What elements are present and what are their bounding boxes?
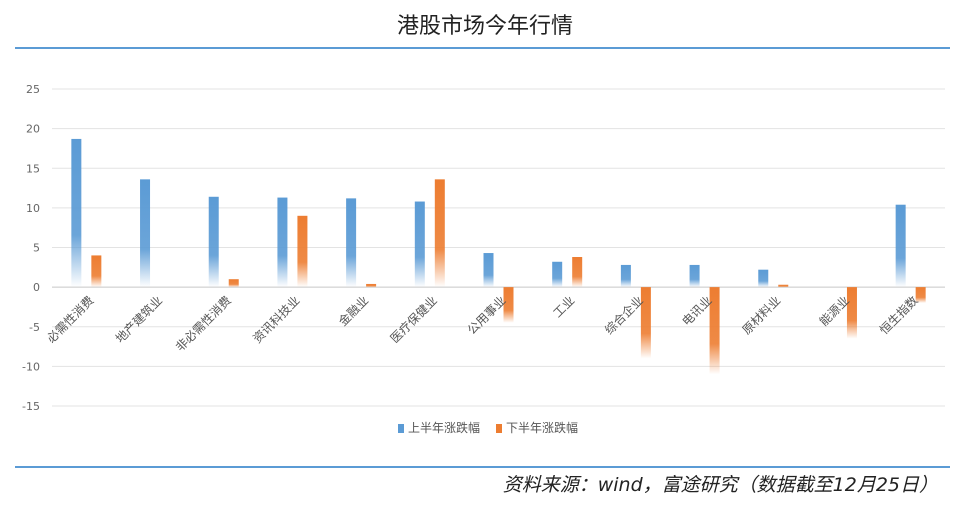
bar-second-half bbox=[91, 255, 102, 288]
x-category-label: 原材料业 bbox=[740, 293, 784, 337]
y-tick-label: 5 bbox=[33, 242, 40, 255]
legend-swatch bbox=[398, 424, 404, 433]
bar-second-half bbox=[778, 284, 789, 288]
x-category-label: 能源业 bbox=[817, 293, 852, 328]
bar-first-half bbox=[140, 179, 151, 288]
x-axis-labels: 必需性消费 地产建筑业 非必需性消费 资讯科技业 金融业 医疗保健业 公用事业 工业 综合企业电… bbox=[44, 293, 921, 355]
bar-first-half bbox=[689, 264, 700, 288]
chart-title: 港股市场今年行情 bbox=[396, 14, 573, 39]
bar-first-half bbox=[71, 138, 82, 288]
bottom-rule bbox=[15, 466, 950, 468]
bar-first-half bbox=[620, 264, 631, 288]
bar-second-half bbox=[640, 287, 651, 359]
y-tick-label: -15 bbox=[22, 400, 40, 413]
bar-second-half bbox=[503, 287, 514, 323]
x-category-label: 金融业 bbox=[335, 293, 371, 329]
x-category-label: 医疗保健业 bbox=[388, 293, 440, 345]
bar-second-half bbox=[572, 257, 583, 288]
legend-label: 下半年涨跌幅 bbox=[506, 420, 578, 435]
y-tick-label: 15 bbox=[26, 162, 40, 175]
bar-chart: 25 20 15 10 5 0 -5 -10 -15 必需性消费 地产建筑业 非必需性消费 资讯科技业… bbox=[22, 83, 945, 435]
bar-first-half bbox=[552, 261, 563, 288]
bar-first-half bbox=[483, 253, 494, 288]
y-tick-label: -10 bbox=[22, 360, 40, 373]
bar-first-half bbox=[758, 269, 769, 288]
bar-first-half bbox=[414, 201, 425, 288]
bars bbox=[71, 138, 926, 375]
legend: 上半年涨跌幅 下半年涨跌幅 bbox=[398, 420, 578, 435]
bar-first-half bbox=[346, 198, 357, 288]
x-category-label: 必需性消费 bbox=[44, 293, 96, 345]
y-tick-label: -5 bbox=[29, 321, 40, 334]
x-category-label: 公用事业 bbox=[465, 293, 509, 337]
legend-swatch bbox=[496, 424, 502, 433]
y-tick-label: 0 bbox=[33, 281, 40, 294]
y-tick-label: 20 bbox=[26, 123, 40, 136]
legend-label: 上半年涨跌幅 bbox=[408, 420, 480, 435]
bar-second-half bbox=[915, 287, 926, 303]
bar-first-half bbox=[895, 204, 906, 288]
x-category-label: 非必需性消费 bbox=[173, 293, 234, 354]
bar-second-half bbox=[846, 287, 857, 339]
x-category-label: 工业 bbox=[550, 293, 577, 320]
source-note: 资料来源：wind，富途研究（数据截至12月25日） bbox=[502, 474, 938, 496]
bar-first-half bbox=[208, 196, 219, 288]
bar-second-half bbox=[228, 279, 239, 288]
x-category-label: 地产建筑业 bbox=[112, 293, 165, 346]
y-axis-ticks: 25 20 15 10 5 0 -5 -10 -15 bbox=[22, 83, 40, 413]
bar-second-half bbox=[434, 179, 445, 288]
top-rule bbox=[15, 47, 950, 49]
y-tick-label: 10 bbox=[26, 202, 40, 215]
bar-second-half bbox=[709, 287, 720, 375]
y-tick-label: 25 bbox=[26, 83, 40, 96]
x-category-label: 恒生指数 bbox=[876, 293, 921, 338]
x-category-label: 电讯业 bbox=[679, 293, 714, 328]
x-category-label: 资讯科技业 bbox=[250, 293, 302, 345]
x-category-label: 综合企业 bbox=[601, 293, 646, 338]
gridlines bbox=[52, 88, 945, 407]
bar-second-half bbox=[366, 283, 377, 288]
bar-first-half bbox=[277, 197, 288, 288]
bar-second-half bbox=[297, 215, 308, 288]
